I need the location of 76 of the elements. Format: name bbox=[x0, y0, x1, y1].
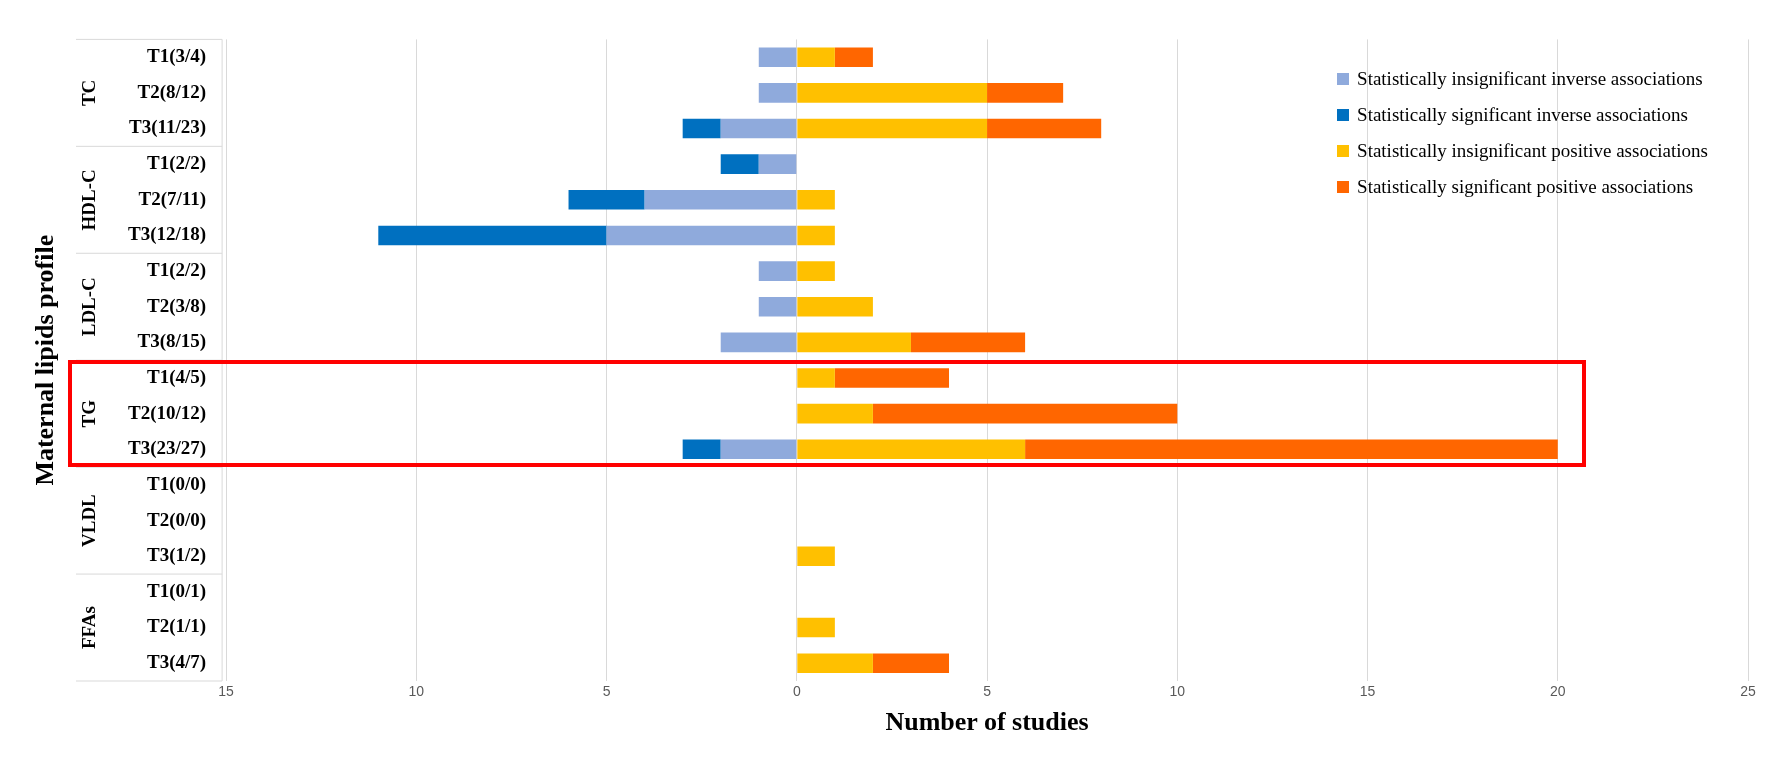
y-tick-label: T3(11/23) bbox=[129, 116, 207, 139]
x-axis-title: Number of studies bbox=[885, 707, 1089, 737]
y-tick-label: T1(4/5) bbox=[147, 365, 207, 388]
bar bbox=[834, 47, 873, 68]
y-tick-label: T2(7/11) bbox=[138, 187, 207, 210]
x-tick-label: 10 bbox=[408, 683, 425, 700]
bar bbox=[797, 617, 835, 638]
y-tick-label: T3(12/18) bbox=[128, 223, 207, 246]
bar bbox=[872, 653, 950, 673]
bar bbox=[797, 261, 835, 281]
bar bbox=[720, 118, 797, 139]
bar bbox=[797, 439, 1026, 460]
x-tick-label: 0 bbox=[792, 683, 801, 700]
bar bbox=[797, 653, 873, 673]
bar bbox=[797, 83, 988, 103]
bar bbox=[797, 546, 835, 567]
bar bbox=[834, 368, 950, 388]
y-tick-label: T2(0/0) bbox=[147, 508, 207, 531]
bar bbox=[378, 225, 607, 246]
bar bbox=[720, 332, 797, 353]
y-tick-label: T3(4/7) bbox=[147, 651, 207, 674]
bar bbox=[797, 118, 988, 139]
bar bbox=[720, 154, 759, 174]
text: FFAs bbox=[77, 606, 99, 649]
bar bbox=[758, 47, 797, 68]
bar bbox=[644, 190, 797, 210]
legend-label: Statistically insignificant positive associations bbox=[1357, 140, 1708, 162]
y-tick-label: T2(1/1) bbox=[147, 615, 207, 638]
text: TC bbox=[77, 79, 99, 107]
y-tick-label: T1(2/2) bbox=[147, 259, 207, 281]
text: LDL-C bbox=[77, 277, 99, 337]
y-tick-label: T2(3/8) bbox=[147, 294, 207, 317]
y-tick-label: T1(3/4) bbox=[147, 45, 207, 68]
y-tick-label: T3(1/2) bbox=[147, 544, 207, 567]
bar bbox=[910, 332, 1026, 353]
bar bbox=[987, 118, 1102, 139]
text: HDL-C bbox=[77, 169, 99, 231]
y-tick-label: T3(23/27) bbox=[128, 437, 207, 460]
x-tick-label: 15 bbox=[1359, 683, 1376, 700]
bar bbox=[797, 47, 835, 68]
legend-label: Statistically significant inverse associations bbox=[1357, 104, 1688, 126]
bar bbox=[797, 190, 835, 210]
y-tick-label: T3(8/15) bbox=[137, 330, 207, 353]
bar bbox=[1025, 439, 1558, 460]
y-tick-label: T1(0/1) bbox=[147, 579, 207, 602]
x-tick-label: 5 bbox=[602, 683, 611, 700]
bar bbox=[720, 439, 797, 460]
x-tick-label: 25 bbox=[1740, 683, 1756, 700]
bar bbox=[797, 296, 873, 317]
x-tick-label: 5 bbox=[983, 683, 992, 700]
y-tick-label: T1(2/2) bbox=[147, 152, 207, 175]
bar bbox=[797, 368, 835, 388]
bar bbox=[872, 403, 1178, 424]
legend-label: Statistically significant positive associations bbox=[1357, 176, 1694, 198]
x-tick-label: 10 bbox=[1169, 683, 1186, 700]
bar bbox=[606, 225, 797, 246]
text: TG bbox=[77, 399, 99, 428]
y-tick-label: T2(8/12) bbox=[137, 80, 207, 103]
bar bbox=[682, 118, 721, 139]
bar bbox=[987, 83, 1064, 103]
bar bbox=[758, 296, 797, 317]
x-tick-label: 15 bbox=[218, 683, 235, 700]
text: VLDL bbox=[77, 494, 99, 547]
bar bbox=[758, 154, 797, 174]
bar bbox=[797, 403, 873, 424]
bar bbox=[682, 439, 721, 460]
y-tick-label: T2(10/12) bbox=[128, 401, 207, 424]
bar bbox=[797, 332, 911, 353]
bar bbox=[758, 83, 797, 103]
y-tick-label: T1(0/0) bbox=[147, 472, 207, 495]
legend-label: Statistically insignificant inverse associations bbox=[1357, 68, 1703, 90]
x-tick-label: 20 bbox=[1549, 683, 1566, 700]
y-axis-title: Maternal lipids profile bbox=[29, 234, 59, 486]
bar bbox=[568, 190, 645, 210]
bar bbox=[758, 261, 797, 281]
bar bbox=[797, 225, 835, 246]
